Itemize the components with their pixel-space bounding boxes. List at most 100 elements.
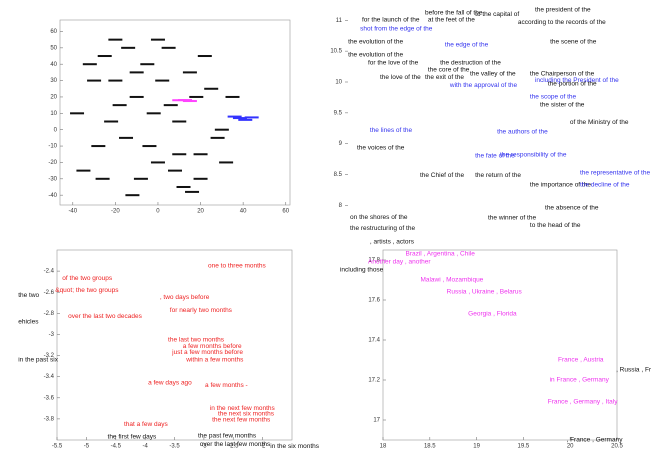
y-tick-label: -3.6 [44, 395, 55, 401]
point-label: a few days ago [148, 380, 192, 387]
point-label: the fate of the [475, 153, 515, 160]
x-tick-label: -5.5 [52, 444, 63, 450]
y-tick-label: 17.8 [368, 258, 380, 264]
point [146, 112, 161, 115]
x-tick-label: 18.5 [424, 444, 436, 450]
x-tick-label: -3.5 [169, 444, 180, 450]
point [172, 153, 187, 156]
x-tick-label: -20 [111, 209, 120, 215]
point-label: the next few months [212, 417, 271, 424]
point-label: Georgia , Florida [468, 311, 517, 318]
point [142, 145, 157, 148]
point [140, 63, 155, 66]
point-label: of the two groups [62, 275, 113, 282]
y-tick-label: 9 [339, 141, 343, 147]
y-tick-label: -30 [48, 176, 57, 182]
point-label: to the head of the [530, 222, 581, 229]
point [129, 71, 144, 74]
point-label: the exit of the [425, 74, 464, 81]
point-label: including the President of the [535, 77, 619, 84]
axes-frame [59, 19, 291, 206]
y-tick-label: 17.6 [368, 298, 380, 304]
point [70, 112, 85, 115]
y-tick-label: 17 [373, 418, 380, 424]
x-tick-label: -2.5 [228, 444, 239, 450]
point [210, 136, 225, 139]
point-label: the restructuring of the [350, 225, 415, 232]
point [76, 169, 91, 172]
point [182, 100, 197, 103]
y-tick-label: -2.8 [44, 311, 55, 317]
point-label: the past few months [198, 432, 257, 439]
point [193, 177, 208, 180]
point [168, 169, 182, 172]
point-label: in the past six [18, 356, 58, 363]
point-label: a few months before [183, 343, 242, 350]
axes-frame [382, 249, 618, 441]
point-label: for the love of the [368, 60, 419, 67]
x-tick-label: -40 [68, 209, 77, 215]
point [108, 38, 123, 41]
point-label: Russia , Ukraine , Belarus [447, 289, 523, 296]
point [163, 104, 178, 107]
point [97, 55, 112, 58]
x-tick-label: 40 [240, 209, 247, 215]
point [189, 95, 204, 98]
point-label: for nearly two months [170, 307, 233, 314]
y-tick-label: -20 [48, 160, 57, 166]
point-label: the scene of the [550, 39, 597, 46]
point [150, 38, 165, 41]
point-label: &quot; the two groups [55, 287, 119, 294]
point-label: on the shores of the [350, 214, 408, 221]
y-tick-label: 11 [336, 18, 343, 24]
point-label: before the fall of the [425, 10, 483, 17]
point-label: in the next few months [210, 405, 276, 412]
y-tick-label: 30 [50, 78, 57, 84]
point [108, 79, 123, 82]
point [150, 161, 165, 164]
y-tick-label: -2.6 [44, 290, 55, 296]
point-label: the winner of the [488, 214, 536, 221]
point-label: a few months - [205, 382, 248, 389]
point-label: according to the records of the [518, 19, 606, 26]
point [87, 79, 102, 82]
point-label: the sister of the [540, 102, 585, 109]
point-label: to the capital of [475, 11, 519, 18]
point-label: the scope of the [530, 94, 577, 101]
point-label: the lines of the [370, 127, 413, 134]
point [238, 118, 253, 121]
point-label: the valley of the [470, 71, 516, 78]
point-label: the love of the [380, 74, 421, 81]
point [214, 128, 229, 131]
y-tick-label: -3.2 [44, 353, 55, 359]
y-tick-label: 60 [50, 29, 57, 35]
y-tick-label: 10.5 [330, 49, 342, 55]
point-label: in the six months [270, 443, 320, 450]
y-tick-label: 50 [50, 45, 57, 51]
point [219, 161, 234, 164]
x-tick-label: 20 [197, 209, 204, 215]
point-label: , artists , actors [370, 239, 415, 246]
x-tick-label: 19.5 [518, 444, 530, 450]
point-label: Malawi , Mozambique [420, 277, 483, 284]
point-label: the absence of the [545, 205, 599, 212]
point [193, 153, 208, 156]
x-tick-label: -2 [260, 444, 266, 450]
y-tick-label: 8 [339, 203, 343, 209]
x-tick-label: -4.5 [111, 444, 122, 450]
x-tick-label: -5 [84, 444, 90, 450]
point-label: France , Austria [558, 357, 604, 364]
point [82, 63, 97, 66]
x-tick-label: -4 [142, 444, 148, 450]
point [129, 95, 144, 98]
point [119, 136, 134, 139]
y-tick-label: -3.8 [44, 416, 55, 422]
y-tick-label: 9.5 [334, 110, 343, 116]
point [172, 120, 187, 123]
y-tick-label: 17.4 [368, 338, 380, 344]
y-tick-label: 40 [50, 62, 57, 68]
point [104, 120, 119, 123]
point-label: the next six months [218, 410, 275, 417]
point-label: for the launch of the [362, 16, 420, 23]
point [182, 71, 197, 74]
